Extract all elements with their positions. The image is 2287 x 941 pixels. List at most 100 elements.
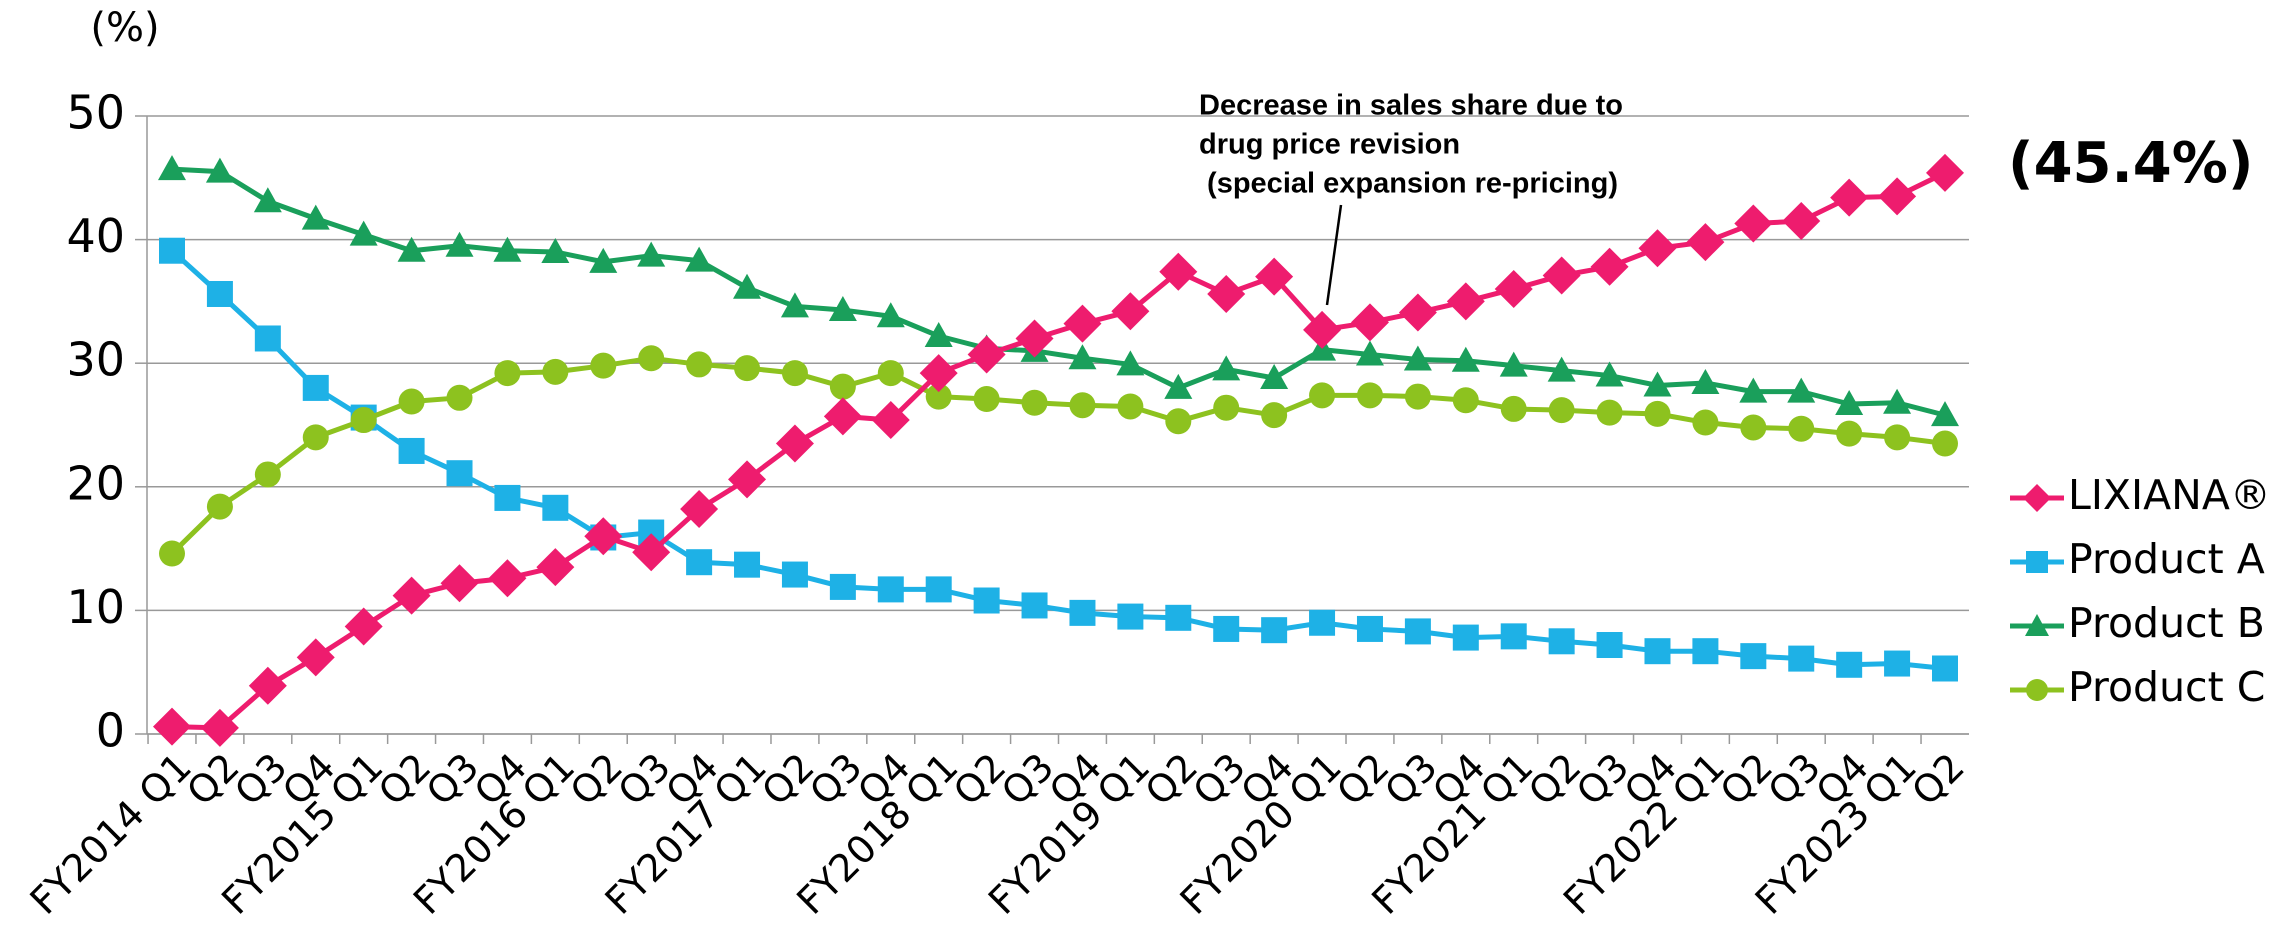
marker [494,360,521,387]
marker [440,564,479,603]
marker [494,484,521,511]
marker [206,280,233,307]
marker [733,273,762,299]
marker [1212,355,1241,381]
marker [542,494,569,521]
marker [1692,638,1719,665]
marker [1117,603,1144,630]
marker [973,587,1000,614]
marker [877,360,904,387]
marker [1261,402,1288,429]
marker [1111,292,1150,331]
marker [1499,351,1528,377]
marker [1926,153,1964,192]
marker [1213,394,1240,421]
annotation-arrow [1325,204,1343,306]
marker [871,401,910,440]
marker [1117,393,1144,420]
series-line [170,355,1946,556]
y-tick-label: 30 [66,333,125,387]
marker [536,548,575,587]
series-line [170,248,1946,671]
marker [734,551,761,578]
marker [1884,650,1911,677]
marker [1355,340,1384,366]
marker [1303,310,1342,349]
marker [1309,382,1336,409]
marker [1788,645,1815,672]
marker [200,708,239,747]
marker [1494,270,1533,309]
marker [828,296,857,322]
marker [1596,399,1623,426]
marker [734,355,761,382]
annotation: Decrease in sales share due to [1199,90,1623,122]
marker [1595,361,1624,387]
y-tick-label: 20 [66,456,125,510]
marker [1350,303,1389,342]
marker [1403,345,1432,371]
marker [781,360,808,387]
marker [153,707,191,746]
marker [1207,274,1246,313]
marker [253,187,282,213]
y-tick-label: 10 [66,580,125,634]
marker [829,573,856,600]
legend-label: Product B [2068,599,2265,647]
marker [1116,350,1145,376]
marker [398,437,425,464]
marker [1884,424,1911,451]
marker [1452,387,1479,414]
marker [1404,383,1431,410]
marker [1451,346,1480,372]
marker [1596,632,1623,659]
marker [254,461,281,488]
y-tick-label: 0 [96,704,125,758]
marker [445,231,474,257]
marker [488,559,527,598]
marker [1159,252,1198,291]
marker [1932,430,1958,457]
marker [344,607,383,646]
marker [1547,356,1576,382]
marker [924,322,953,348]
annotation: (special expansion re-pricing) [1199,168,1618,200]
marker [584,517,623,556]
marker [1692,409,1719,436]
marker [925,576,952,603]
marker [392,576,431,615]
marker [775,424,814,463]
marker [158,155,186,181]
marker [1638,229,1677,268]
series-line [171,170,1947,731]
marker [1644,638,1671,665]
marker [823,397,862,436]
marker [967,335,1006,374]
marker [1446,282,1485,321]
marker [728,460,767,499]
marker [1734,204,1773,243]
marker [1165,604,1192,631]
marker [397,236,426,262]
marker [301,204,330,230]
marker [1691,368,1720,394]
marker [876,302,905,328]
y-axis-label: (%) [90,5,159,51]
marker [1404,618,1431,645]
marker [159,237,185,264]
marker [1644,400,1671,427]
marker [590,352,617,379]
x-tick-label: FY2014 Q1 [22,745,200,923]
legend-marker [2025,614,2049,636]
marker [1788,415,1815,442]
marker [493,236,522,262]
series-line [171,166,1946,418]
legend-label: Product C [2068,663,2265,711]
marker [296,638,335,677]
marker [1542,256,1581,295]
marker [1548,628,1575,655]
marker [1069,392,1096,419]
marker [1500,395,1527,422]
marker [302,424,329,451]
marker [1309,609,1336,636]
